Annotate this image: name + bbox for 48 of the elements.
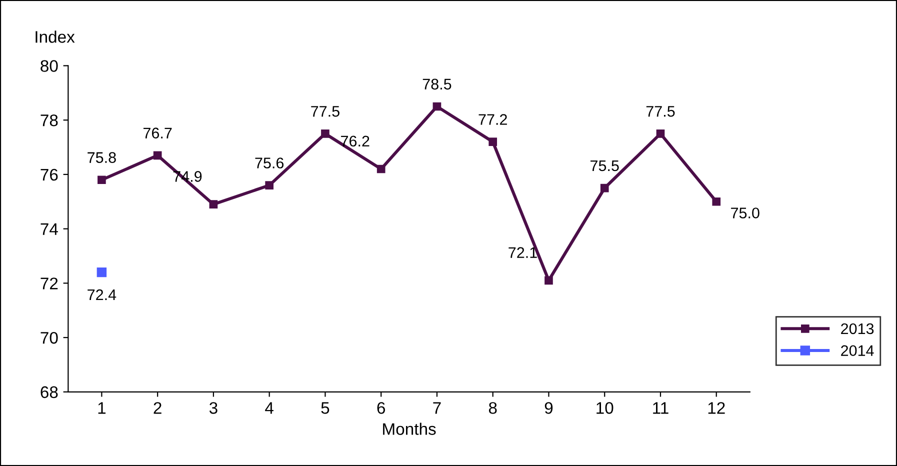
x-tick-label: 1 xyxy=(98,402,106,414)
data-label: 77.5 xyxy=(646,106,675,117)
data-label: 72.4 xyxy=(88,289,116,300)
y-tick-label: 72 xyxy=(40,278,58,290)
point xyxy=(376,164,386,174)
point xyxy=(488,138,498,146)
x-tick-label: 3 xyxy=(209,402,218,414)
data-label: 78.5 xyxy=(422,78,452,90)
data-label: 76.7 xyxy=(143,128,172,138)
y-tick-label: 80 xyxy=(40,60,58,72)
y-tick-label: 70 xyxy=(40,332,58,344)
point xyxy=(544,276,553,285)
y-tick-label: 68 xyxy=(40,386,58,398)
point xyxy=(656,129,665,138)
legend-label: 2013 xyxy=(841,323,874,334)
point xyxy=(153,151,162,160)
point xyxy=(209,200,218,209)
x-tick-label: 12 xyxy=(708,402,725,414)
data-label: 76.2 xyxy=(341,136,370,147)
data-label: 75.0 xyxy=(731,208,760,218)
y-tick-label: 74 xyxy=(40,223,58,235)
point xyxy=(265,181,274,190)
data-label: 77.2 xyxy=(478,114,507,125)
data-label: 75.5 xyxy=(590,160,619,172)
point xyxy=(600,184,609,192)
point xyxy=(98,176,106,184)
x-axis-title: Months xyxy=(383,422,436,435)
data-label: 72.1 xyxy=(508,247,537,258)
y-axis-title: Index xyxy=(36,30,75,43)
y-tick-label: 78 xyxy=(40,114,58,126)
x-tick-label: 6 xyxy=(377,402,385,414)
y-tick-label: 76 xyxy=(40,168,58,181)
data-label: 77.5 xyxy=(311,106,340,117)
legend-label: 2014 xyxy=(841,345,874,356)
data-label: 75.6 xyxy=(255,158,284,168)
x-tick-label: 7 xyxy=(433,402,441,414)
x-tick-label: 4 xyxy=(265,402,274,414)
point xyxy=(321,129,330,138)
data-label: 75.8 xyxy=(88,152,116,163)
x-tick-label: 9 xyxy=(544,402,553,414)
x-tick-label: 10 xyxy=(596,402,614,414)
point xyxy=(712,197,721,206)
x-tick-label: 11 xyxy=(653,402,668,414)
point xyxy=(96,267,107,278)
point xyxy=(432,102,442,111)
x-tick-label: 5 xyxy=(321,402,330,414)
x-tick-label: 8 xyxy=(488,402,497,414)
x-tick-label: 2 xyxy=(154,402,162,414)
